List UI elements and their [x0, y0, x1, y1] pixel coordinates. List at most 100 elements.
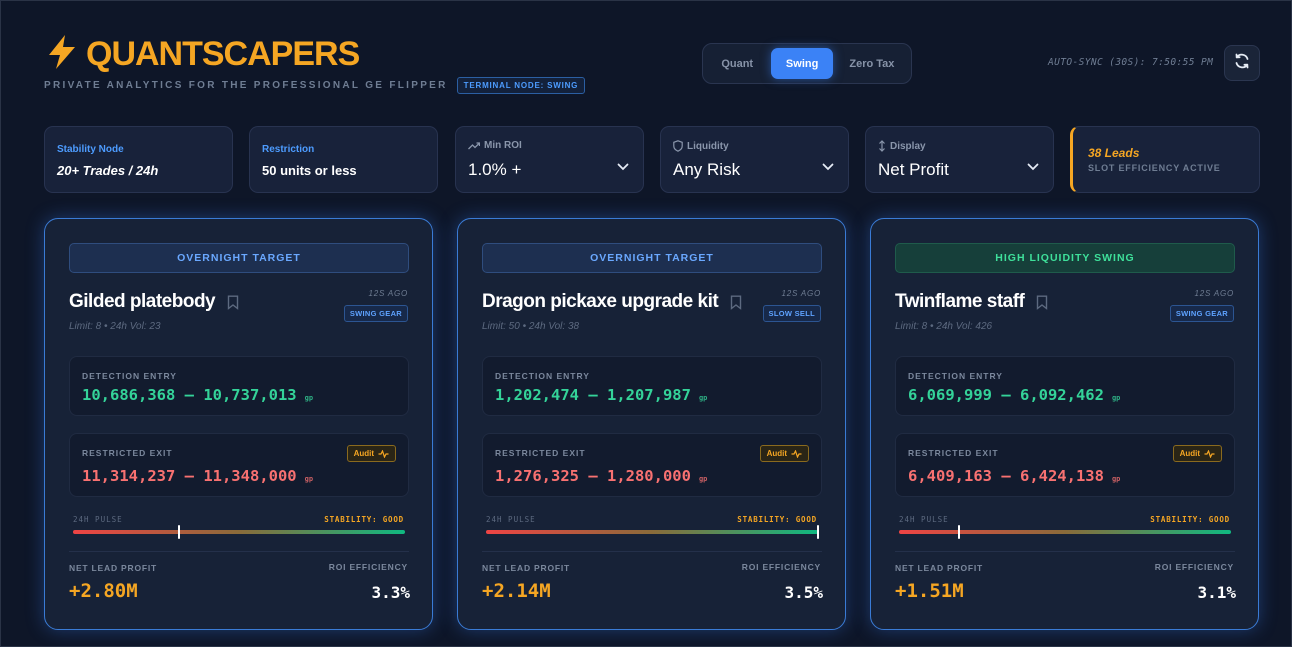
trend-up-icon	[468, 141, 480, 149]
updated-ago: 12S AGO	[1194, 289, 1234, 298]
audit-button[interactable]: Audit	[1172, 445, 1222, 462]
bookmark-icon[interactable]	[227, 295, 239, 310]
audit-label: Audit	[1179, 449, 1200, 458]
item-name: Gilded platebody	[69, 291, 216, 312]
divider	[895, 551, 1235, 552]
restricted-exit-box: RESTRICTED EXIT Audit 11,314,237 – 11,34…	[69, 433, 409, 497]
pulse-bar	[486, 525, 819, 539]
audit-label: Audit	[353, 449, 374, 458]
restricted-exit-box: RESTRICTED EXIT Audit 1,276,325 – 1,280,…	[482, 433, 822, 497]
entry-range-value: 6,069,999 – 6,092,462	[908, 386, 1104, 404]
refresh-button[interactable]	[1224, 45, 1260, 81]
pulse-marker	[817, 525, 819, 539]
item-card[interactable]: OVERNIGHT TARGET Gilded platebody 12S AG…	[44, 218, 433, 630]
currency-unit: gp	[698, 475, 708, 483]
currency-unit: gp	[304, 475, 314, 483]
currency-unit: gp	[1111, 394, 1121, 402]
roi-value: 3.3%	[371, 583, 410, 602]
stability-node-label: Stability Node	[57, 144, 124, 155]
detection-entry-box: DETECTION ENTRY 6,069,999 – 6,092,462 gp	[895, 356, 1235, 416]
net-profit-label: NET LEAD PROFIT	[482, 563, 571, 573]
pulse-label: 24H PULSE	[899, 515, 949, 524]
liquidity-label-text: Liquidity	[687, 140, 729, 152]
display-select[interactable]: Display Net Profit	[865, 126, 1054, 193]
chevron-down-icon	[1027, 163, 1039, 171]
currency-unit: gp	[304, 394, 314, 402]
roi-label: ROI EFFICIENCY	[1154, 562, 1234, 572]
strategy-tag: OVERNIGHT TARGET	[482, 243, 822, 273]
item-meta: Limit: 8 • 24h Vol: 426	[895, 321, 993, 332]
pulse-marker	[178, 525, 181, 539]
audit-button[interactable]: Audit	[346, 445, 396, 462]
audit-button[interactable]: Audit	[759, 445, 809, 462]
mode-zero-tax-button[interactable]: Zero Tax	[849, 57, 895, 70]
auto-sync-status: AUTO-SYNC (30S): 7:50:55 PM	[1048, 57, 1214, 68]
item-meta: Limit: 8 • 24h Vol: 23	[69, 321, 161, 332]
pulse-label: 24H PULSE	[73, 515, 123, 524]
pulse-label: 24H PULSE	[486, 515, 536, 524]
restriction-filter[interactable]: Restriction 50 units or less	[249, 126, 438, 193]
subtitle-row: PRIVATE ANALYTICS FOR THE PROFESSIONAL G…	[44, 77, 586, 94]
mode-swing-button[interactable]: Swing	[771, 48, 833, 79]
exit-range-value: 11,314,237 – 11,348,000	[82, 467, 297, 485]
display-value: Net Profit	[878, 160, 949, 179]
mode-quant-button[interactable]: Quant	[721, 57, 754, 70]
bookmark-icon[interactable]	[730, 295, 742, 310]
liquidity-value: Any Risk	[673, 160, 741, 179]
restriction-value: 50 units or less	[262, 163, 357, 178]
display-label: Display	[878, 140, 926, 152]
stability-status: STABILITY: GOOD	[324, 515, 404, 524]
display-label-text: Display	[890, 140, 926, 152]
exit-range-value: 6,409,163 – 6,424,138	[908, 467, 1104, 485]
entry-label: DETECTION ENTRY	[495, 371, 590, 381]
shield-icon	[673, 140, 683, 152]
pulse-bar	[73, 525, 405, 539]
min-roi-label: Min ROI	[468, 140, 522, 151]
bookmark-icon[interactable]	[1036, 295, 1048, 310]
stability-node-filter[interactable]: Stability Node 20+ Trades / 24h	[44, 126, 233, 193]
min-roi-label-text: Min ROI	[484, 140, 522, 151]
category-badge: SWING GEAR	[1169, 305, 1234, 322]
exit-range-value: 1,276,325 – 1,280,000	[495, 467, 691, 485]
exit-label: RESTRICTED EXIT	[495, 448, 586, 458]
sort-arrows-icon	[879, 140, 885, 152]
strategy-tag: OVERNIGHT TARGET	[69, 243, 409, 273]
app-subtitle: PRIVATE ANALYTICS FOR THE PROFESSIONAL G…	[44, 80, 448, 91]
divider	[69, 551, 409, 552]
slot-efficiency-status: SLOT EFFICIENCY ACTIVE	[1088, 163, 1221, 173]
item-name: Twinflame staff	[895, 291, 1025, 312]
strategy-tag: HIGH LIQUIDITY SWING	[895, 243, 1235, 273]
exit-label: RESTRICTED EXIT	[908, 448, 999, 458]
stability-status: STABILITY: GOOD	[1150, 515, 1230, 524]
pulse-icon	[378, 449, 389, 458]
app-title: QUANTSCAPERS	[86, 35, 360, 73]
brand: QUANTSCAPERS	[46, 34, 360, 75]
chevron-down-icon	[822, 163, 834, 171]
category-badge: SWING GEAR	[343, 305, 408, 322]
entry-range: 6,069,999 – 6,092,462 gp	[908, 386, 1120, 404]
lightning-bolt-icon	[46, 34, 78, 75]
stability-node-value: 20+ Trades / 24h	[57, 163, 159, 178]
item-card[interactable]: OVERNIGHT TARGET Dragon pickaxe upgrade …	[457, 218, 846, 630]
net-profit-value: +2.80M	[69, 580, 138, 602]
item-card[interactable]: HIGH LIQUIDITY SWING Twinflame staff 12S…	[870, 218, 1259, 630]
updated-ago: 12S AGO	[781, 289, 821, 298]
leads-summary: 38 Leads SLOT EFFICIENCY ACTIVE	[1070, 126, 1260, 193]
entry-range-value: 10,686,368 – 10,737,013	[82, 386, 297, 404]
net-profit-label: NET LEAD PROFIT	[895, 563, 984, 573]
min-roi-select[interactable]: Min ROI 1.0% +	[455, 126, 644, 193]
net-profit-label: NET LEAD PROFIT	[69, 563, 158, 573]
liquidity-select[interactable]: Liquidity Any Risk	[660, 126, 849, 193]
entry-label: DETECTION ENTRY	[82, 371, 177, 381]
category-badge: SLOW SELL	[762, 305, 821, 322]
pulse-icon	[1204, 449, 1215, 458]
exit-range: 6,409,163 – 6,424,138 gp	[908, 467, 1120, 485]
mode-toggle: Quant Swing Zero Tax	[702, 43, 912, 84]
item-meta: Limit: 50 • 24h Vol: 38	[482, 321, 580, 332]
updated-ago: 12S AGO	[368, 289, 408, 298]
restriction-label: Restriction	[262, 144, 315, 155]
item-name-row: Dragon pickaxe upgrade kit	[482, 291, 742, 313]
entry-label: DETECTION ENTRY	[908, 371, 1003, 381]
entry-range-value: 1,202,474 – 1,207,987	[495, 386, 691, 404]
detection-entry-box: DETECTION ENTRY 1,202,474 – 1,207,987 gp	[482, 356, 822, 416]
